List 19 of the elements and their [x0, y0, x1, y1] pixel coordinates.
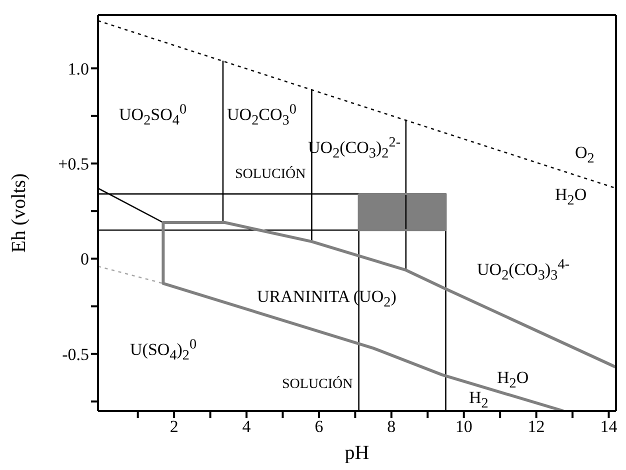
x-tick-label: 14: [600, 417, 618, 436]
annotation: H$_{2}$O: [497, 368, 529, 392]
y-tick-label: +0.5: [58, 154, 89, 174]
x-tick-label: 2: [170, 417, 178, 436]
annotation: O$_{2}$: [575, 143, 594, 167]
x-tick-label: 4: [242, 417, 252, 436]
x-tick-label: 12: [528, 417, 545, 436]
annotation: SOLUCIÓN: [282, 377, 353, 392]
y-axis-title: Eh (volts): [8, 173, 30, 253]
annotation: SOLUCIÓN: [235, 167, 306, 182]
y-tick-label: 1.0: [68, 59, 89, 78]
x-tick-label: 8: [387, 417, 396, 436]
y-tick-label: -0.5: [62, 344, 89, 364]
annotation: H$_{2}$O: [555, 185, 587, 209]
x-tick-label: 10: [455, 417, 472, 436]
annotation: H$_{2}$: [469, 388, 488, 412]
y-tick-label: 0: [80, 250, 89, 269]
x-tick-label: 6: [314, 417, 324, 436]
x-axis-title: pH: [344, 442, 370, 464]
